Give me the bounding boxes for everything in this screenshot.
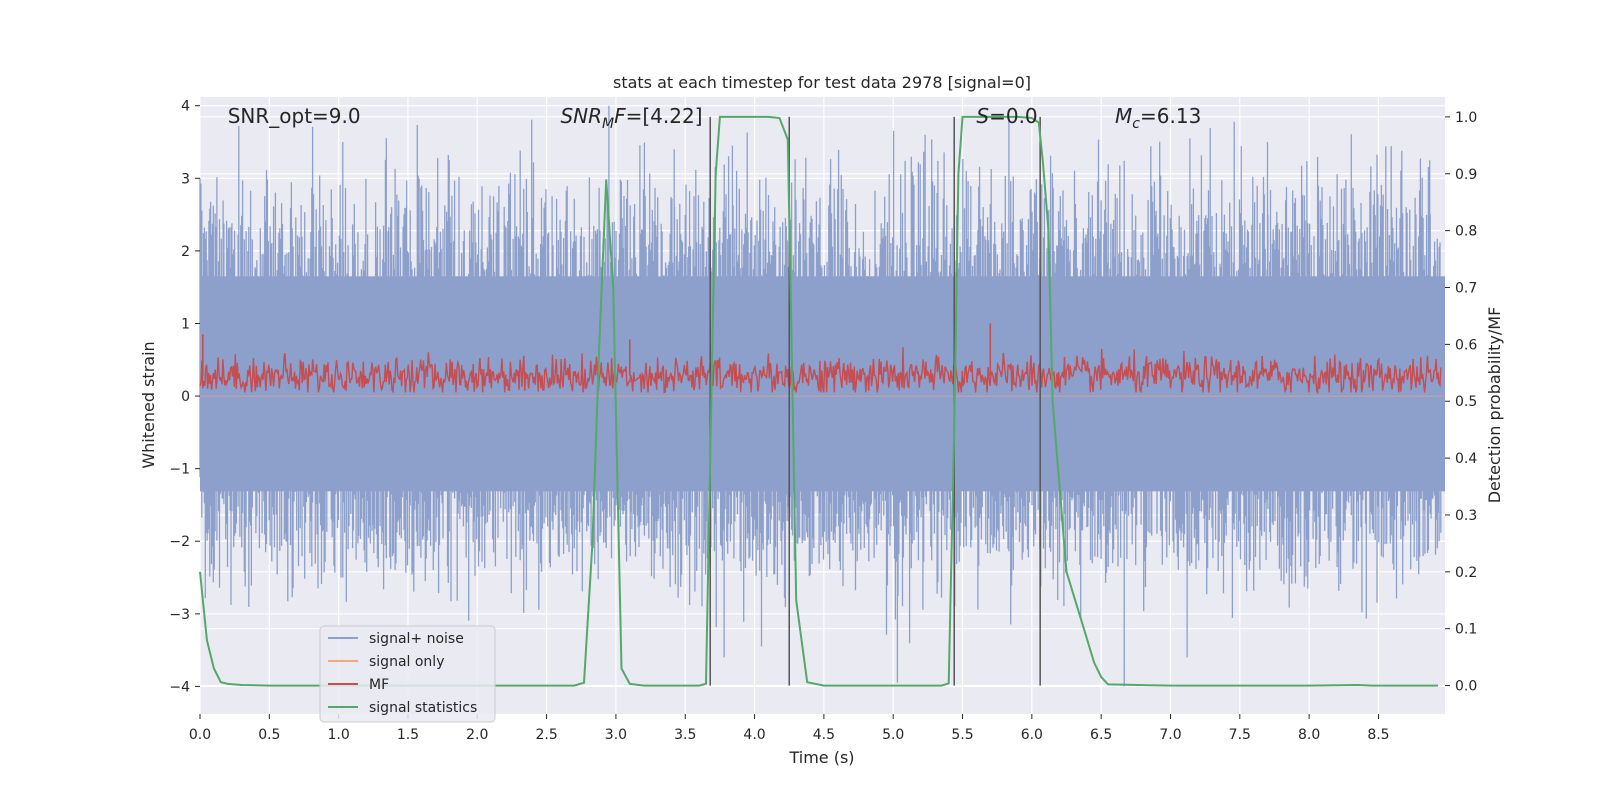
y-axis-label: Whitened strain xyxy=(139,341,158,468)
y-right-tick-label: 0.4 xyxy=(1455,451,1477,467)
y-right-tick-label: 0.6 xyxy=(1455,337,1477,353)
annotation-snr_mf: SNRMF=[4.22] xyxy=(560,104,702,132)
y-tick-label: 3 xyxy=(181,171,190,187)
y-right-tick-label: 0.5 xyxy=(1455,394,1477,410)
y-tick-label: −3 xyxy=(169,607,190,623)
y-right-tick-label: 0.3 xyxy=(1455,508,1477,524)
chart-title: stats at each timestep for test data 297… xyxy=(613,73,1031,92)
y-tick-label: 0 xyxy=(181,389,190,405)
x-tick-label: 2.5 xyxy=(535,727,557,743)
legend-label: signal statistics xyxy=(369,700,477,716)
y-right-tick-label: 0.8 xyxy=(1455,224,1477,240)
x-tick-label: 2.0 xyxy=(466,727,488,743)
y-tick-label: −2 xyxy=(169,534,190,550)
legend: signal+ noise signal only MF signal statist… xyxy=(319,625,496,723)
y-right-tick-label: 0.7 xyxy=(1455,281,1477,297)
signal-statistics-line xyxy=(199,115,1439,687)
x-tick-label: 8.0 xyxy=(1298,727,1320,743)
annotation-s_value: S=0.0 xyxy=(976,104,1037,128)
x-tick-label: 1.0 xyxy=(328,727,350,743)
legend-label: MF xyxy=(369,677,389,693)
y-right-tick-label: 0.0 xyxy=(1455,679,1477,695)
y-axis-ticks-left: 4 3 2 1 0 −1 −2 −3 −4 xyxy=(169,99,200,695)
x-axis-label: Time (s) xyxy=(788,748,854,767)
mf-trace xyxy=(199,347,1442,395)
legend-label: signal only xyxy=(369,654,444,670)
y-right-tick-label: 0.9 xyxy=(1455,167,1477,183)
x-tick-label: 6.5 xyxy=(1090,727,1112,743)
y-tick-label: 4 xyxy=(181,99,190,115)
series-signal-statistics xyxy=(199,115,1439,687)
x-tick-label: 5.0 xyxy=(882,727,904,743)
y-tick-label: 1 xyxy=(181,316,190,332)
x-tick-label: 6.0 xyxy=(1021,727,1043,743)
y-right-tick-label: 0.1 xyxy=(1455,622,1477,638)
x-tick-label: 4.5 xyxy=(813,727,835,743)
x-tick-label: 7.5 xyxy=(1229,727,1251,743)
x-axis-ticks: 0.0 0.5 1.0 1.5 2.0 2.5 3.0 3.5 4.0 4.5 5.0 5.5 6.0 6… xyxy=(189,714,1390,743)
y-tick-label: 2 xyxy=(181,244,190,260)
legend-box xyxy=(319,625,496,723)
annotation-snr_opt: SNR_opt=9.0 xyxy=(228,104,361,128)
y-tick-label: −4 xyxy=(169,679,190,695)
legend-label: signal+ noise xyxy=(369,631,464,647)
y-tick-label: −1 xyxy=(169,462,190,478)
y-axis-label-right: Detection probability/MF xyxy=(1485,307,1504,504)
x-tick-label: 1.5 xyxy=(397,727,419,743)
series-mf xyxy=(199,323,1442,395)
x-tick-label: 0.0 xyxy=(189,727,211,743)
x-tick-label: 3.5 xyxy=(674,727,696,743)
annotations: SNR_opt=9.0 SNRMF=[4.22] S=0.0 Mc=6.13 xyxy=(228,104,1202,132)
x-tick-label: 8.5 xyxy=(1367,727,1389,743)
y-axis-ticks-right: 1.0 0.9 0.8 0.7 0.6 0.5 0.4 0.3 0.2 0.1 0.0 xyxy=(1445,110,1477,695)
y-right-tick-label: 0.2 xyxy=(1455,565,1477,581)
x-tick-label: 5.5 xyxy=(951,727,973,743)
y-right-tick-label: 1.0 xyxy=(1455,110,1477,126)
annotation-mc_value: Mc=6.13 xyxy=(1115,104,1201,132)
x-tick-label: 3.0 xyxy=(605,727,627,743)
x-tick-label: 0.5 xyxy=(258,727,280,743)
x-tick-label: 4.0 xyxy=(743,727,765,743)
x-tick-label: 7.0 xyxy=(1159,727,1181,743)
